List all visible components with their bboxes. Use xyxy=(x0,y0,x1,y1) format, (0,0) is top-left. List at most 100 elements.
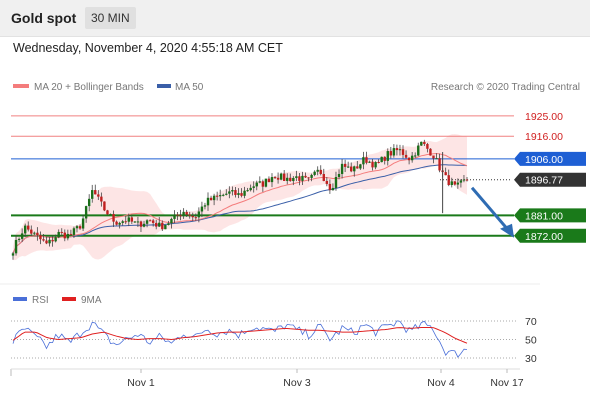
candle-body xyxy=(54,237,57,242)
candle-body xyxy=(151,220,155,223)
candle-body xyxy=(453,181,457,185)
candle-body xyxy=(30,229,33,234)
rsi-tick-30: 30 xyxy=(525,353,537,365)
candle-body xyxy=(225,193,228,195)
candle-body xyxy=(39,235,42,240)
candle-body xyxy=(218,195,222,197)
candle-body xyxy=(304,175,307,178)
candle-body xyxy=(170,218,173,224)
candle-body xyxy=(249,187,252,191)
candle-body xyxy=(325,180,329,184)
candle-body xyxy=(103,201,106,211)
level-box-4 xyxy=(514,208,586,223)
candle-body xyxy=(203,205,207,207)
candle-body xyxy=(234,190,237,195)
candle-body xyxy=(356,166,359,169)
timestamp: Wednesday, November 4, 2020 4:55:18 AM C… xyxy=(13,41,283,55)
timeframe-badge[interactable]: 30 MIN xyxy=(85,7,136,29)
candle-body xyxy=(459,180,463,183)
candle-body xyxy=(42,239,45,241)
candle-body xyxy=(158,222,161,227)
projection-arrow-head xyxy=(500,223,514,238)
candle-body xyxy=(48,239,51,244)
candle-body xyxy=(267,178,271,183)
rsi-line xyxy=(12,320,468,358)
candle-body xyxy=(289,177,292,182)
candle-body xyxy=(389,151,393,156)
candle-body xyxy=(142,223,146,227)
candle-body xyxy=(383,156,386,161)
candle-body xyxy=(63,232,66,239)
candle-body xyxy=(407,157,411,161)
candle-body xyxy=(350,166,353,172)
candle-body xyxy=(426,144,429,149)
candle-body xyxy=(246,190,249,192)
candle-body xyxy=(100,196,103,202)
level-box-3 xyxy=(514,172,586,187)
candle-body xyxy=(118,222,121,225)
candle-body xyxy=(377,161,380,163)
candle-body xyxy=(365,157,368,163)
rsi-legend-swatch xyxy=(13,297,27,301)
candle-body xyxy=(75,226,79,229)
level-box-2 xyxy=(514,151,586,166)
level-label-0: 1925.00 xyxy=(525,111,563,123)
rsi-ma-line xyxy=(12,327,468,344)
candle-body xyxy=(337,173,341,178)
candle-body xyxy=(319,169,322,175)
candle-body xyxy=(45,240,48,244)
candle-body xyxy=(398,149,402,151)
x-axis: Nov 1 Nov 3 Nov 4 Nov 17 xyxy=(127,369,524,389)
candle-body xyxy=(395,148,399,151)
rsi-tick-70: 70 xyxy=(525,316,537,328)
candle-body xyxy=(161,222,164,230)
candle-body xyxy=(252,186,255,188)
ma20-legend-swatch xyxy=(13,84,29,88)
candle-body xyxy=(301,175,304,181)
candle-body xyxy=(279,173,283,180)
candle-body xyxy=(97,194,100,197)
candle-body xyxy=(295,176,298,178)
candle-body xyxy=(139,221,143,227)
candle-body xyxy=(11,253,15,256)
candle-body xyxy=(401,149,405,155)
candle-body xyxy=(313,171,316,175)
level-label-4: 1881.00 xyxy=(525,210,563,222)
rsi-ma-legend-swatch xyxy=(62,297,76,301)
candle-body xyxy=(78,226,82,229)
candle-body xyxy=(69,233,73,235)
candle-body xyxy=(33,232,36,234)
candle-body xyxy=(197,211,201,218)
candle-body xyxy=(417,145,420,156)
candle-body xyxy=(282,173,286,181)
candle-body xyxy=(121,221,124,223)
rsi-tick-50: 50 xyxy=(525,335,537,347)
candle-body xyxy=(115,221,118,225)
candle-body xyxy=(84,206,88,219)
candle-body xyxy=(368,161,371,163)
levels-layer: 1925.00 1916.00 1906.00 1896.77 1881.00 1872.… xyxy=(11,111,586,243)
bollinger-band xyxy=(13,134,467,261)
candle-body xyxy=(447,175,450,186)
candle-body xyxy=(410,155,414,161)
ma50-legend-label: MA 50 xyxy=(175,82,204,93)
candle-body xyxy=(176,214,179,216)
candle-body xyxy=(94,190,97,195)
candle-body xyxy=(240,193,243,196)
candle-body xyxy=(374,161,377,168)
candle-body xyxy=(185,211,188,215)
candle-body xyxy=(334,177,338,188)
candle-body xyxy=(276,177,280,180)
candle-body xyxy=(209,197,213,201)
candle-body xyxy=(255,182,258,187)
projection-arrow-shaft xyxy=(470,186,510,231)
candle-body xyxy=(258,181,262,183)
candle-body xyxy=(420,141,423,146)
candle-body xyxy=(462,179,466,181)
candle-body xyxy=(182,211,185,216)
candle-body xyxy=(362,157,365,165)
candle-body xyxy=(346,166,350,168)
candle-body xyxy=(91,190,94,199)
candle-body xyxy=(164,224,167,230)
x-tick-label: Nov 4 xyxy=(427,377,455,389)
